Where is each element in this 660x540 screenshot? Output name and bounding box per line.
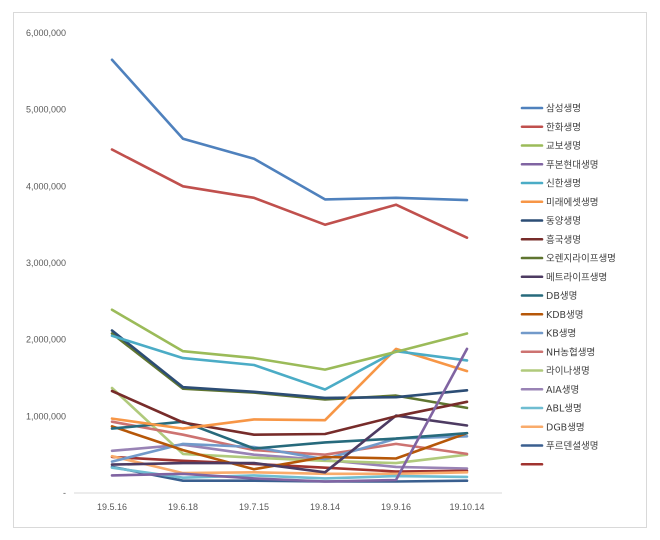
series-line — [110, 386, 469, 465]
series-line — [110, 414, 469, 474]
legend-label: KB생명 — [546, 329, 576, 340]
legend-label: 신한생명 — [546, 179, 581, 190]
x-tick-label: 19.9.16 — [381, 502, 411, 512]
series-line — [110, 308, 469, 371]
legend-label: 한화생명 — [546, 122, 581, 133]
series-line — [110, 58, 469, 202]
y-tick-label: 6,000,000 — [26, 28, 66, 38]
legend-label: 푸본현대생명 — [546, 160, 598, 171]
legend-label: 흥국생명 — [546, 234, 581, 246]
legend-label: KDB생명 — [546, 310, 584, 321]
series-line — [110, 334, 469, 391]
x-axis-ticks: 19.5.16 19.6.18 19.7.15 19.8.14 19.9.16 19.10… — [97, 502, 485, 512]
series-line — [110, 455, 469, 473]
legend-label: 메트라이프생명 — [546, 272, 607, 283]
series-line — [110, 466, 469, 480]
series-layer — [110, 58, 469, 483]
series-line — [110, 329, 469, 400]
y-tick-label: 1,000,000 — [26, 411, 66, 421]
series-line — [110, 454, 469, 476]
y-tick-label: 5,000,000 — [26, 105, 66, 115]
y-tick-label: 4,000,000 — [26, 181, 66, 191]
legend-label: 교보생명 — [546, 141, 581, 152]
y-axis-ticks: - 1,000,000 2,000,000 3,000,000 4,000,000 5,0… — [26, 28, 66, 498]
legend-label: ABL생명 — [546, 404, 582, 415]
legend-label: DGB생명 — [546, 422, 585, 433]
y-tick-label: 3,000,000 — [26, 258, 66, 268]
y-tick-label: 2,000,000 — [26, 335, 66, 345]
legend-label: DB생명 — [546, 291, 577, 302]
x-tick-label: 19.8.14 — [310, 502, 340, 512]
series-line — [110, 148, 469, 239]
series-line — [110, 347, 469, 430]
legend-label: 미래에셋생명 — [546, 197, 598, 208]
legend-label: 삼성생명 — [546, 104, 581, 115]
x-tick-label: 19.7.15 — [239, 502, 269, 512]
legend-label: NH농협생명 — [546, 346, 595, 358]
y-tick-label: - — [63, 488, 66, 498]
x-tick-label: 19.10.14 — [449, 502, 484, 512]
series-line — [110, 424, 469, 471]
series-line — [110, 420, 469, 450]
legend-label: 푸르덴셜생명 — [546, 441, 598, 452]
series-line — [110, 389, 469, 437]
legend-label: 라이나생명 — [546, 366, 590, 377]
x-tick-label: 19.5.16 — [97, 502, 127, 512]
series-line — [110, 347, 469, 483]
legend-label: 동양생명 — [546, 216, 581, 227]
legend-label: 오렌지라이프생명 — [546, 254, 616, 265]
x-tick-label: 19.6.18 — [168, 502, 198, 512]
legend: 삼성생명한화생명교보생명푸본현대생명신한생명미래에셋생명동양생명흥국생명오렌지라… — [520, 104, 616, 466]
legend-label: AIA생명 — [546, 385, 579, 396]
